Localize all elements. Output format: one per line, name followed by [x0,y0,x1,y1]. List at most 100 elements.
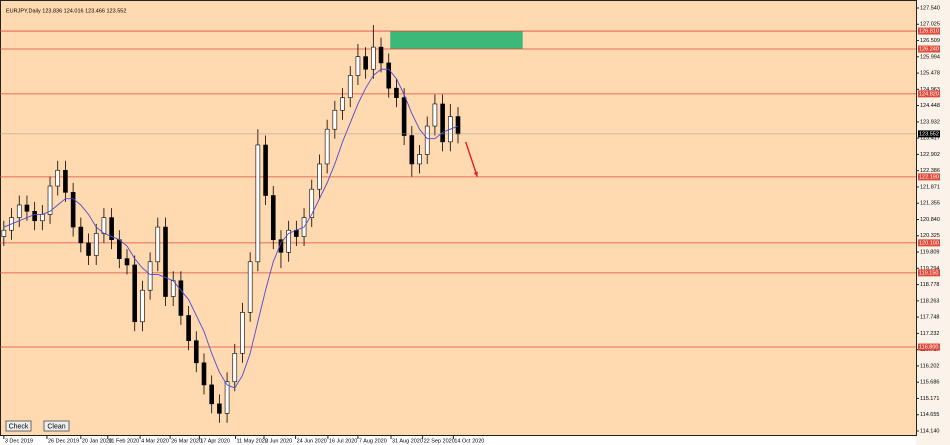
level-label-box [918,343,940,351]
candle-body [455,116,461,135]
level-label-box [918,45,940,53]
y-tick-label: 119.294 [920,266,939,272]
y-tick-label: 115.686 [920,380,939,386]
arrow-shaft [465,141,478,177]
x-tick-label: 17 Apr 2020 [200,438,230,444]
plot-border [0,0,917,436]
y-tick-label: 121.871 [920,184,940,190]
candle-body [247,261,253,313]
last-price-box [918,130,940,138]
level-label: 124.820 [919,91,939,97]
candle-body [401,97,407,136]
y-tick-label: 119.809 [920,249,939,255]
button-frame[interactable] [43,420,70,432]
candles [1,25,461,423]
y-tick-label: 122.902 [920,152,940,158]
y-tick-label: 124.448 [920,103,940,109]
x-tick-label: 20 Jan 2020 [82,438,112,444]
candle-body [101,217,107,234]
button-label[interactable]: Clean [47,423,65,430]
candle-body [232,353,238,383]
y-tick-label: 127.025 [920,22,940,28]
y-tick-label: 123.417 [920,136,940,142]
candle-body [40,214,45,222]
x-tick-label: 22 Sep 2020 [424,438,455,444]
candle-body [355,56,361,76]
candle-body [432,103,438,127]
level-label-box [918,27,940,35]
candle-body [55,169,61,187]
x-tick-label: 3 Dec 2019 [5,438,33,444]
candle-body [217,403,222,414]
candle-body [63,169,68,193]
candle-body [155,226,161,263]
candle-body [16,204,22,218]
candle-body [363,56,368,70]
y-tick-label: 121.355 [920,201,940,207]
candle-body [70,192,76,228]
y-tick-label: 126.509 [920,38,940,44]
y-tick-label: 127.540 [920,5,940,11]
candle-body [47,185,53,215]
candle-body [394,87,399,98]
candle-body [347,75,353,98]
button-label[interactable]: Check [9,423,29,430]
candle-body [132,264,138,323]
level-label: 126.240 [919,46,939,52]
candle-body [117,239,122,259]
candle-body [286,229,291,253]
candle-body [378,46,384,64]
candle-body [32,210,37,222]
level-label-box [918,173,940,181]
arrow-head [473,171,478,177]
candle-body [124,258,130,266]
candle-body [409,135,415,165]
x-tick-label: 14 Oct 2020 [454,438,484,444]
y-tick-label: 124.963 [920,87,940,93]
candle-body [255,144,261,263]
candle-body [270,195,276,241]
y-tick-label: 125.994 [920,54,940,60]
candle-body [332,109,338,130]
y-tick-label: 123.932 [920,119,940,125]
button-frame[interactable] [5,420,32,432]
x-tick-label: 16 Jul 2020 [329,438,357,444]
candle-body [371,46,376,70]
candle-body [201,362,207,386]
candle-body [78,226,84,244]
level-label: 119.150 [919,270,938,276]
level-label-box [918,269,940,277]
last-price-label: 123.552 [919,131,939,137]
x-tick-label: 26 Mar 2020 [171,438,202,444]
candle-body [386,62,392,89]
candle-body [424,125,430,155]
level-label: 126.810 [919,28,939,34]
y-tick-label: 117.232 [920,331,939,337]
candle-body [186,315,191,342]
level-label: 120.100 [919,240,939,246]
candle-body [278,239,284,253]
candle-body [324,128,330,165]
candle-body [140,289,145,323]
candle-body [109,217,114,241]
candle-body [178,280,184,316]
chart-title: EURJPY,Daily 123.836 124.016 123.466 123… [6,8,126,14]
y-tick-label: 118.778 [920,282,939,288]
candle-body [417,154,422,165]
x-tick-label: 31 Aug 2020 [392,438,423,444]
y-tick-label: 117.748 [920,315,939,321]
candle-body [340,97,345,111]
candle-body [193,340,199,364]
level-label: 116.800 [919,344,938,350]
candle-body [93,233,99,256]
y-tick-label: 114.655 [920,412,939,418]
candle-body [86,242,91,256]
y-tick-label: 122.386 [920,168,940,174]
button[interactable]: Check [5,420,32,432]
x-tick-label: 7 Aug 2020 [359,438,387,444]
y-tick-label: 118.263 [920,298,939,304]
button[interactable]: Clean [43,420,70,432]
candle-body [309,188,315,218]
